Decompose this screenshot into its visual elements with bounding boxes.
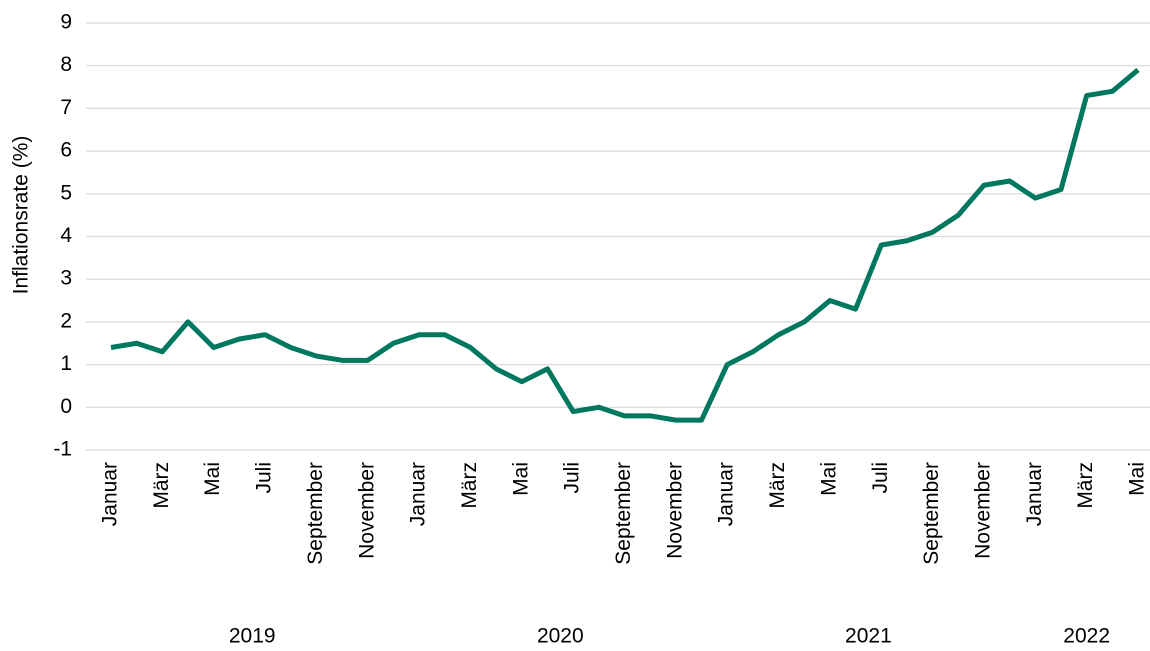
year-label: 2022 — [1063, 625, 1110, 648]
x-tick-label: Mai — [1126, 462, 1149, 496]
y-tick-label: -1 — [53, 438, 72, 461]
y-tick-label: 3 — [60, 267, 72, 290]
y-tick-label: 2 — [60, 309, 72, 332]
y-axis-title: Inflationsrate (%) — [10, 136, 33, 295]
x-tick-label: November — [663, 462, 686, 559]
x-tick-label: März — [458, 462, 481, 509]
x-tick-label: September — [920, 462, 943, 565]
y-tick-label: 0 — [60, 395, 72, 418]
x-tick-label: November — [355, 462, 378, 559]
year-label: 2021 — [845, 625, 892, 648]
x-tick-label: Januar — [99, 462, 122, 526]
x-tick-label: Mai — [817, 462, 840, 496]
y-tick-label: 8 — [60, 53, 72, 76]
x-tick-label: März — [766, 462, 789, 509]
x-tick-label: Januar — [715, 462, 738, 526]
x-tick-label: September — [304, 462, 327, 565]
x-tick-label: Juli — [253, 462, 276, 494]
year-label: 2019 — [229, 625, 276, 648]
y-tick-label: 4 — [60, 224, 72, 247]
y-tick-label: 5 — [60, 181, 72, 204]
y-tick-label: 7 — [60, 96, 72, 119]
y-tick-label: 9 — [60, 11, 72, 34]
x-tick-label: Januar — [1023, 462, 1046, 526]
data-line — [110, 68, 1140, 423]
x-tick-label: Mai — [509, 462, 532, 496]
x-tick-label: November — [971, 462, 994, 559]
x-tick-label: Juli — [561, 462, 584, 494]
x-tick-label: März — [150, 462, 173, 509]
x-tick-label: Mai — [201, 462, 224, 496]
x-tick-label: Juli — [869, 462, 892, 494]
x-tick-label: März — [1074, 462, 1097, 509]
x-tick-label: September — [612, 462, 635, 565]
y-tick-label: 1 — [60, 352, 72, 375]
x-tick-label: Januar — [407, 462, 430, 526]
y-tick-label: 6 — [60, 139, 72, 162]
year-label: 2020 — [537, 625, 584, 648]
